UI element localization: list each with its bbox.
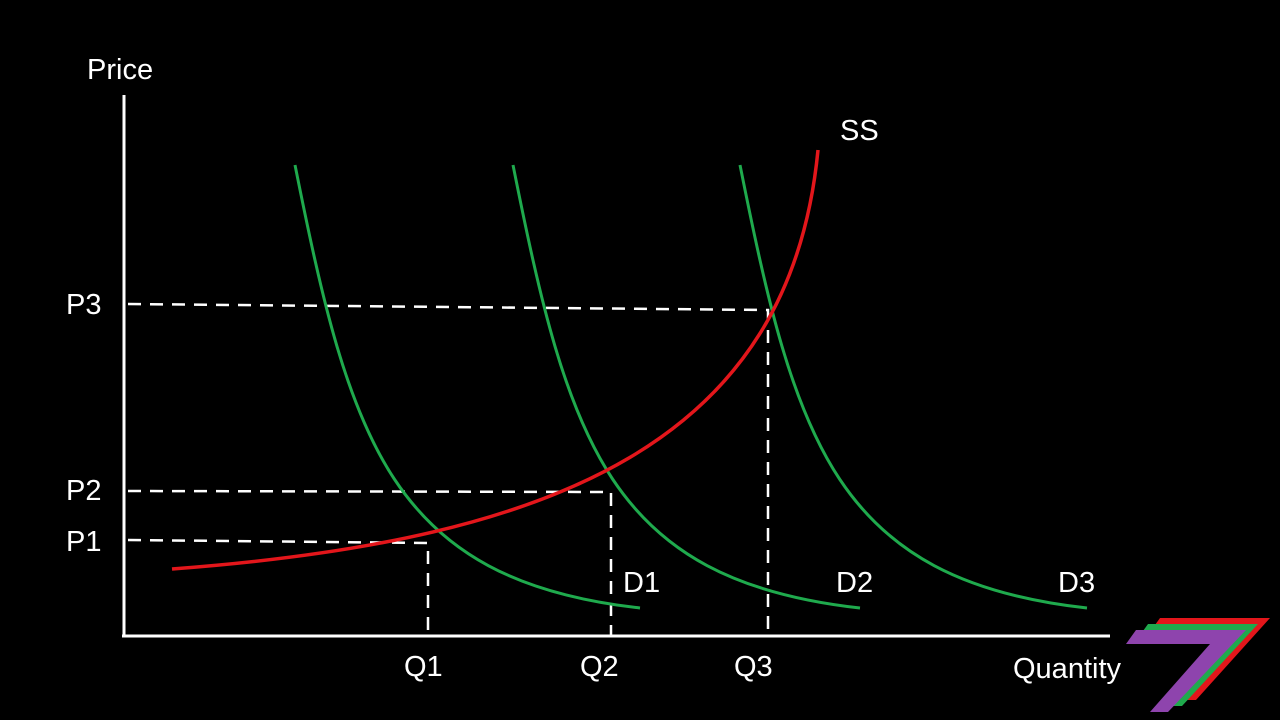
quantity-label-q1: Q1 (404, 651, 443, 683)
quantity-label-q2: Q2 (580, 651, 619, 683)
x-axis-label: Quantity (1013, 653, 1121, 685)
demand-curve-d3 (738, 164, 1088, 610)
demand-label-d3: D3 (1058, 567, 1095, 599)
demand-curve-d1 (293, 164, 641, 610)
demand-label-d2: D2 (836, 567, 873, 599)
supply-curve-label: SS (840, 115, 879, 147)
guide-p1-q1 (127, 538, 430, 636)
price-label-p2: P2 (66, 475, 101, 507)
demand-label-d1: D1 (623, 567, 660, 599)
stacked-seven-logo-icon (1126, 618, 1270, 712)
guide-p3-q3 (127, 302, 770, 636)
supply-curve-ss (171, 149, 820, 571)
price-label-p3: P3 (66, 289, 101, 321)
price-label-p1: P1 (66, 526, 101, 558)
guide-p2-q2 (127, 489, 613, 636)
quantity-label-q3: Q3 (734, 651, 773, 683)
demand-curve-d2 (511, 164, 861, 610)
y-axis-label: Price (87, 54, 153, 86)
guide-lines (127, 302, 770, 636)
